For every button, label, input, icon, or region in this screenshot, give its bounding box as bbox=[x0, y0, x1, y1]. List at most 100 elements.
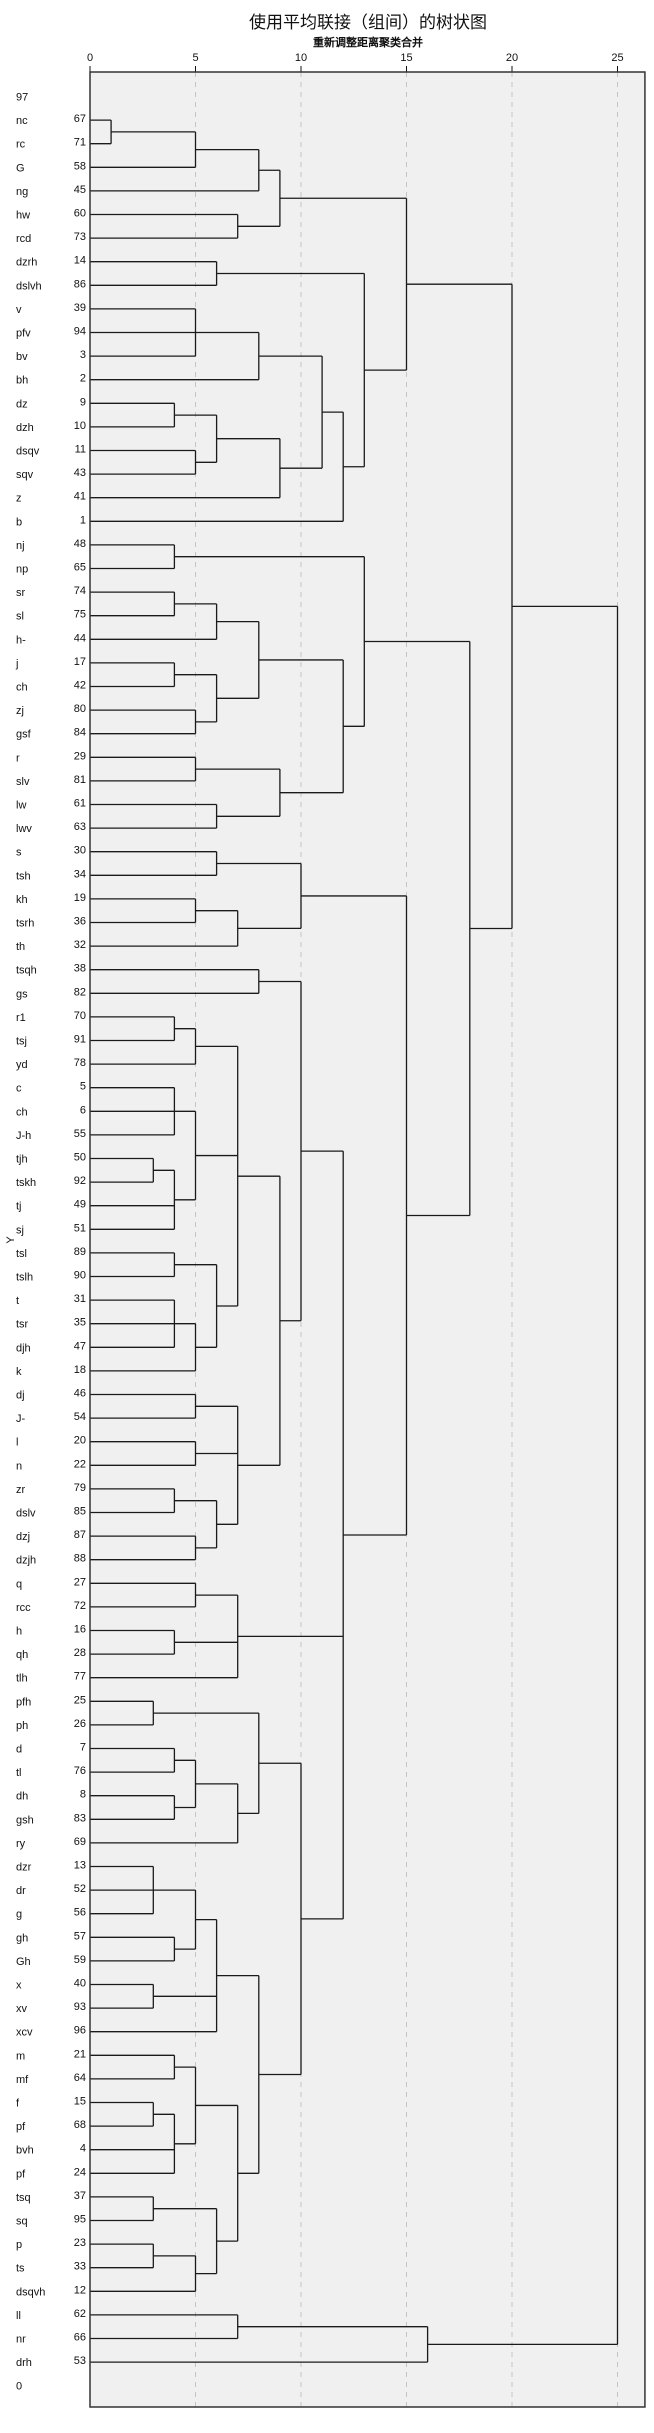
row-label: zj bbox=[16, 705, 24, 717]
plot-area bbox=[90, 72, 645, 2407]
row-label: f bbox=[16, 2098, 20, 2110]
case-number: 39 bbox=[74, 302, 86, 314]
row-label: tsq bbox=[16, 2192, 31, 2204]
row-label: ll bbox=[16, 2310, 21, 2322]
case-number: 52 bbox=[74, 1883, 86, 1895]
case-number: 65 bbox=[74, 562, 86, 574]
row-label: p bbox=[16, 2239, 22, 2251]
row-label: j bbox=[15, 658, 18, 670]
x-tick-label: 0 bbox=[87, 52, 93, 64]
row-label: xv bbox=[16, 2003, 28, 2015]
case-number: 20 bbox=[74, 1435, 86, 1447]
row-label: tskh bbox=[16, 1177, 36, 1189]
case-number: 73 bbox=[74, 231, 86, 243]
case-number: 7 bbox=[80, 1742, 86, 1754]
case-number: 17 bbox=[74, 656, 86, 668]
row-label: d bbox=[16, 1744, 22, 1756]
row-label: sq bbox=[16, 2216, 28, 2228]
row-label: rcc bbox=[16, 1602, 31, 1614]
row-label: tsr bbox=[16, 1319, 29, 1331]
row-label: nr bbox=[16, 2334, 26, 2346]
case-number: 79 bbox=[74, 1482, 86, 1494]
case-number: 82 bbox=[74, 986, 86, 998]
x-axis: 0 5 10 15 20 25 bbox=[87, 52, 624, 72]
row-label: pfv bbox=[16, 328, 31, 340]
row-label: tsqh bbox=[16, 965, 37, 977]
plot-frame bbox=[89, 71, 646, 2408]
row-label: pf bbox=[16, 2121, 26, 2133]
row-label: np bbox=[16, 564, 28, 576]
row-label: tjh bbox=[16, 1154, 28, 1166]
case-number: 22 bbox=[74, 1458, 86, 1470]
chart-title: 使用平均联接（组间）的树状图 bbox=[249, 12, 487, 32]
case-number: 6 bbox=[80, 1104, 86, 1116]
row-label: t bbox=[16, 1295, 19, 1307]
case-number: 3 bbox=[80, 349, 86, 361]
case-number: 35 bbox=[74, 1317, 86, 1329]
case-number: 93 bbox=[74, 2001, 86, 2013]
row-label: dzjh bbox=[16, 1555, 36, 1567]
x-tick-label: 10 bbox=[295, 52, 307, 64]
row-label: tsl bbox=[16, 1248, 27, 1260]
row-label: J-h bbox=[16, 1130, 31, 1142]
row-label: sr bbox=[16, 587, 26, 599]
case-number: 92 bbox=[74, 1175, 86, 1187]
case-number: 12 bbox=[74, 2284, 86, 2296]
case-number: 41 bbox=[74, 491, 86, 503]
row-label: k bbox=[16, 1366, 22, 1378]
row-label: x bbox=[16, 1980, 22, 1992]
case-number: 75 bbox=[74, 609, 86, 621]
case-number: 46 bbox=[74, 1388, 86, 1400]
row-label: th bbox=[16, 941, 25, 953]
row-label: gh bbox=[16, 1932, 28, 1944]
case-number: 81 bbox=[74, 774, 86, 786]
case-number: 33 bbox=[74, 2261, 86, 2273]
row-label: gs bbox=[16, 988, 28, 1000]
row-label: dzrh bbox=[16, 257, 37, 269]
row-label: tsrh bbox=[16, 918, 34, 930]
case-number: 94 bbox=[74, 326, 86, 338]
case-number: 60 bbox=[74, 208, 86, 220]
case-number: 1 bbox=[80, 514, 86, 526]
row-label: dsqvh bbox=[16, 2286, 45, 2298]
case-number: 30 bbox=[74, 845, 86, 857]
case-number: 57 bbox=[74, 1930, 86, 1942]
case-number: 69 bbox=[74, 1836, 86, 1848]
row-label: sqv bbox=[16, 469, 34, 481]
case-number: 66 bbox=[74, 2332, 86, 2344]
case-number: 42 bbox=[74, 680, 86, 692]
row-label: n bbox=[16, 1460, 22, 1472]
case-number: 16 bbox=[74, 1624, 86, 1636]
row-label: z bbox=[16, 493, 22, 505]
case-number: 58 bbox=[74, 160, 86, 172]
row-label: tlh bbox=[16, 1673, 28, 1685]
case-number: 88 bbox=[74, 1553, 86, 1565]
case-number: 19 bbox=[74, 892, 86, 904]
row-label: v bbox=[16, 304, 22, 316]
case-number: 34 bbox=[74, 868, 86, 880]
row-label: tsj bbox=[16, 1036, 27, 1048]
row-label: pf bbox=[16, 2168, 26, 2180]
row-label: dr bbox=[16, 1885, 26, 1897]
case-number: 14 bbox=[74, 255, 86, 267]
case-number: 90 bbox=[74, 1270, 86, 1282]
case-number: 70 bbox=[74, 1010, 86, 1022]
case-number: 38 bbox=[74, 963, 86, 975]
row-label: gsf bbox=[16, 729, 32, 741]
row-label: gsh bbox=[16, 1814, 34, 1826]
x-tick-label: 25 bbox=[611, 52, 623, 64]
row-label: ng bbox=[16, 186, 28, 198]
row-label: b bbox=[16, 516, 22, 528]
row-label: nj bbox=[16, 540, 25, 552]
row-label: nc bbox=[16, 115, 28, 127]
case-number: 50 bbox=[74, 1152, 86, 1164]
row-label: lw bbox=[16, 800, 26, 812]
case-number: 48 bbox=[74, 538, 86, 550]
case-number: 10 bbox=[74, 420, 86, 432]
row-label: sj bbox=[16, 1224, 24, 1236]
case-number: 29 bbox=[74, 750, 86, 762]
row-label: sl bbox=[16, 611, 24, 623]
case-number: 32 bbox=[74, 939, 86, 951]
row-label: dh bbox=[16, 1791, 28, 1803]
